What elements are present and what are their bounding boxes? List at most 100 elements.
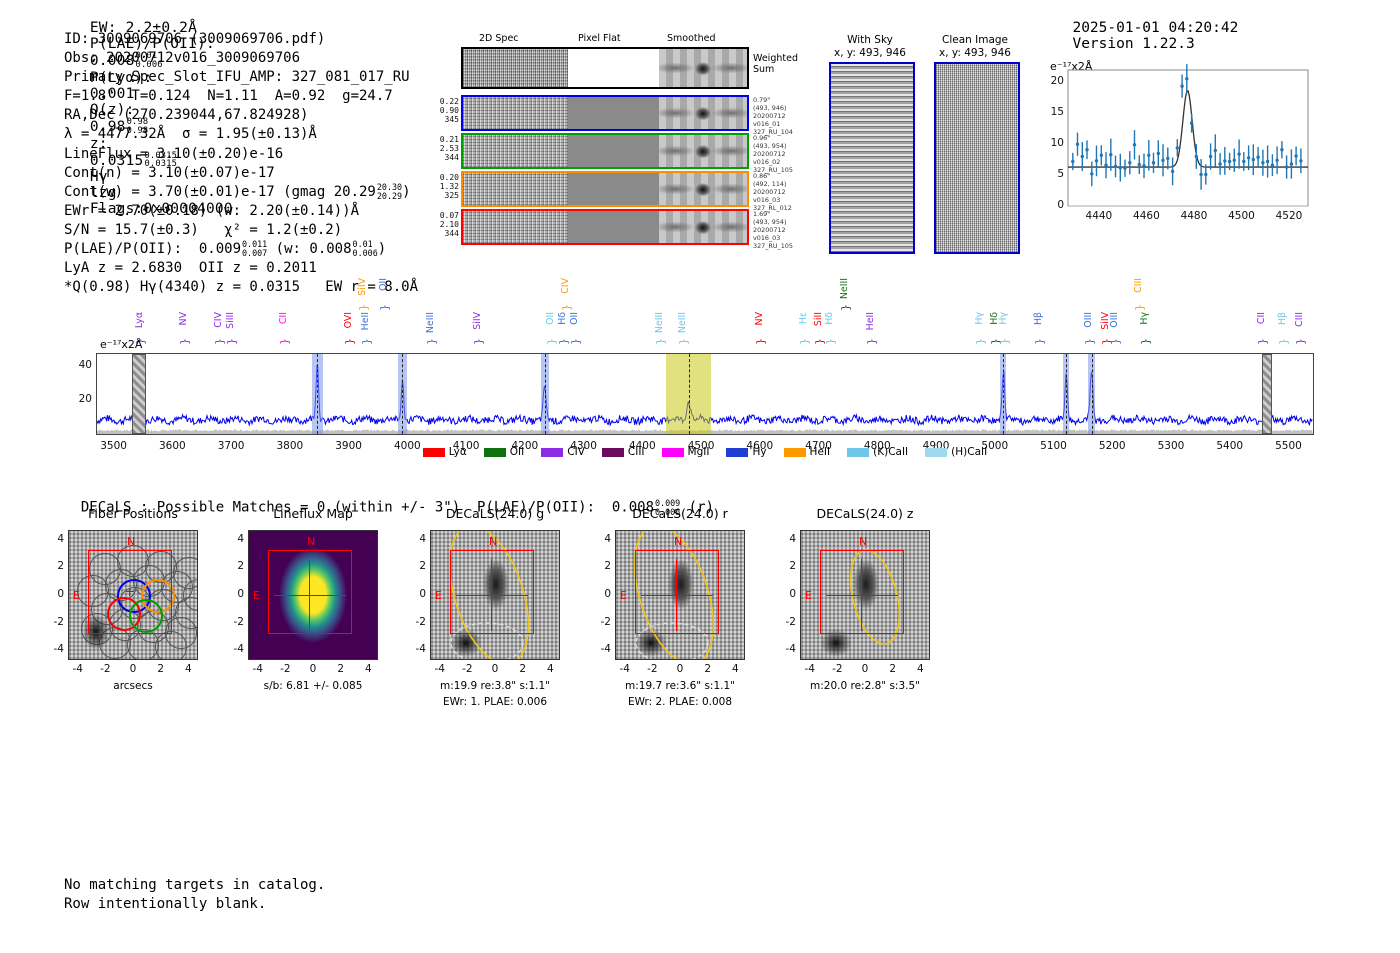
- spectrum-line-label: CIV: [559, 278, 571, 294]
- decals-y-tick: -2: [53, 615, 64, 628]
- weighted-sum-smoothed-image: [658, 49, 747, 87]
- spec2d-row-smoothed-image: [658, 173, 747, 205]
- info-cont-w-post: ): [402, 183, 411, 200]
- spec2d-title-2dspec: 2D Spec: [479, 33, 519, 44]
- info-primary-spec-slot: Primary Spec_Slot_IFU_AMP: 327_081_017_R…: [64, 69, 410, 86]
- legend-item: CIII: [601, 446, 645, 458]
- spectrum-masked-band: [132, 354, 147, 434]
- header-qz-value: 0.98: [89, 118, 126, 135]
- info-cont-w-lo: 20.29: [376, 190, 403, 201]
- spectrum-line-label: CIII: [1132, 278, 1144, 293]
- info-plae-mid: (w: 0.008: [275, 241, 352, 258]
- spec2d-row-meta-line: 327_RL_012: [753, 204, 792, 213]
- spec2d-row-2dspec-image: [463, 135, 569, 167]
- spectrum-line-label: SiIV: [357, 278, 369, 296]
- decals-panel: DECaLS(24.0) r N E -4 -4 -2 -2 0 0 2 2 4 4 m:19.7 re:…: [601, 506, 745, 708]
- legend-swatch: [601, 447, 624, 457]
- main-spectrum-x-tick: 4100: [452, 440, 480, 452]
- spec2d-row-meta-line: (492, 114): [753, 180, 787, 189]
- spectrum-line-brace: }: [568, 338, 582, 345]
- spectrum-line-label: OII: [568, 312, 580, 325]
- aperture-box: [450, 550, 534, 634]
- header-ew: EW: 2.2±0.2Å: [89, 20, 198, 36]
- spec2d-row-pixelflat-image: [568, 97, 659, 129]
- spectrum-line-brace: }: [838, 304, 852, 311]
- decals-y-tick: 0: [57, 588, 64, 600]
- spectrum-line-label: CII: [277, 312, 289, 325]
- decals-y-tick: -4: [53, 643, 64, 656]
- spectrum-line-label: Hβ: [1032, 312, 1044, 326]
- spec2d-row-2dspec-image: [463, 97, 569, 129]
- spec2d-row-metrics: 0.21 2.53 344: [425, 135, 459, 163]
- spectrum-line-brace: }: [653, 338, 667, 345]
- version-label: Version 1.22.3: [1072, 36, 1195, 52]
- main-spectrum-x-tick: 5500: [1275, 440, 1302, 452]
- with-sky-title: With Sky: [847, 34, 893, 46]
- decals-x-tick: -4: [434, 663, 445, 675]
- aperture-box: [635, 550, 719, 634]
- spec2d-row-pixelflat-image: [568, 173, 659, 205]
- info-plae-hi: 0.011: [242, 239, 268, 250]
- main-spectrum-x-tick: 4400: [628, 440, 656, 452]
- decals-y-tick: 2: [57, 560, 64, 573]
- decals-x-tick: 0: [491, 663, 499, 675]
- decals-x-tick: 2: [157, 663, 164, 675]
- with-sky-coords: x, y: 493, 946: [834, 46, 906, 59]
- source-blob: [660, 551, 702, 625]
- spec2d-row-meta-line: (493, 954): [753, 218, 787, 227]
- header-line-id: Hγ: [89, 169, 108, 186]
- line-zoom-x-tick: 4480: [1180, 210, 1208, 222]
- crosshair-vertical: [491, 559, 493, 631]
- spec2d-row-pixelflat-image: [568, 211, 659, 243]
- spectrum-line-brace: }: [1132, 304, 1146, 311]
- spectrum-line-label: OIII: [1082, 312, 1094, 328]
- spec2d-row-smoothed-image: [658, 97, 747, 129]
- header-timestamp-version: 2025-01-01 04:20:42 Version 1.22.3: [1055, 4, 1238, 52]
- footer-note: No matching targets in catalog. Row inte…: [64, 876, 325, 914]
- legend-label: Lyα: [448, 446, 467, 458]
- spectrum-line-brace: }: [824, 338, 838, 345]
- crosshair-vertical: [676, 559, 678, 631]
- spectrum-line-center-dash: [1066, 354, 1068, 434]
- spectrum-line-brace: }: [357, 304, 371, 311]
- decals-x-tick: -4: [804, 663, 815, 675]
- spec2d-row-meta-line: 20200712: [753, 226, 786, 235]
- decals-y-tick: 2: [789, 560, 796, 573]
- spectrum-line-brace: }: [1032, 338, 1046, 345]
- main-spectrum-x-tick: 5000: [981, 440, 1009, 452]
- decals-x-tick: 4: [731, 663, 739, 675]
- decals-x-tick: -2: [647, 663, 658, 675]
- spec2d-row-meta: 1.69" (493, 954) 20200712 v016_03 327_RU_105: [753, 210, 813, 250]
- spec2d-row-meta-line: (493, 946): [753, 104, 787, 113]
- decals-caption-primary: m:19.9 re:3.8" s:1.1": [440, 680, 550, 692]
- legend-label: MgII: [687, 446, 710, 458]
- east-label: E: [253, 589, 260, 602]
- spectrum-line-label: Hδ: [557, 312, 568, 325]
- spectrum-line-brace: }: [342, 338, 356, 345]
- spectrum-line-brace: }: [974, 338, 988, 345]
- north-label: N: [307, 535, 316, 548]
- decals-x-tick: -2: [832, 663, 843, 675]
- decals-panel-title: Lineflux Map: [273, 506, 353, 521]
- decals-y-tick: 0: [237, 588, 244, 600]
- line-zoom-y-tick: 15: [1050, 106, 1064, 119]
- info-continuum-wide: Cont(w) = 3.70(±0.01)e-17 (gmag 20.2920.…: [64, 183, 418, 202]
- header-qz-hi: 0.98: [126, 116, 149, 127]
- spectrum-line-label: HeII: [360, 312, 372, 331]
- decals-caption-primary: s/b: 6.81 +/- 0.085: [263, 680, 363, 692]
- spectrum-line-brace: }: [1082, 338, 1096, 345]
- legend-swatch: [925, 447, 948, 457]
- decals-y-tick: -4: [233, 643, 244, 656]
- spec2d-row: [461, 95, 749, 131]
- spec2d-row-meta-line: v016_01: [753, 120, 781, 129]
- decals-x-tick: 2: [519, 663, 526, 675]
- legend-item: Lyα: [422, 446, 467, 458]
- header-plya-value: 0.001: [89, 85, 135, 102]
- decals-y-tick: -4: [785, 643, 796, 656]
- spectrum-line-label: NV: [753, 312, 765, 326]
- main-spectrum-x-tick: 3600: [158, 440, 186, 452]
- info-plae-pre: P(LAE)/P(OII): 0.009: [64, 241, 242, 258]
- spectrum-line-brace: }: [677, 338, 691, 345]
- legend-swatch: [847, 447, 870, 457]
- spec2d-row-meta: 0.86" (492, 114) 20200712 v016_03 327_RL_012: [753, 172, 813, 212]
